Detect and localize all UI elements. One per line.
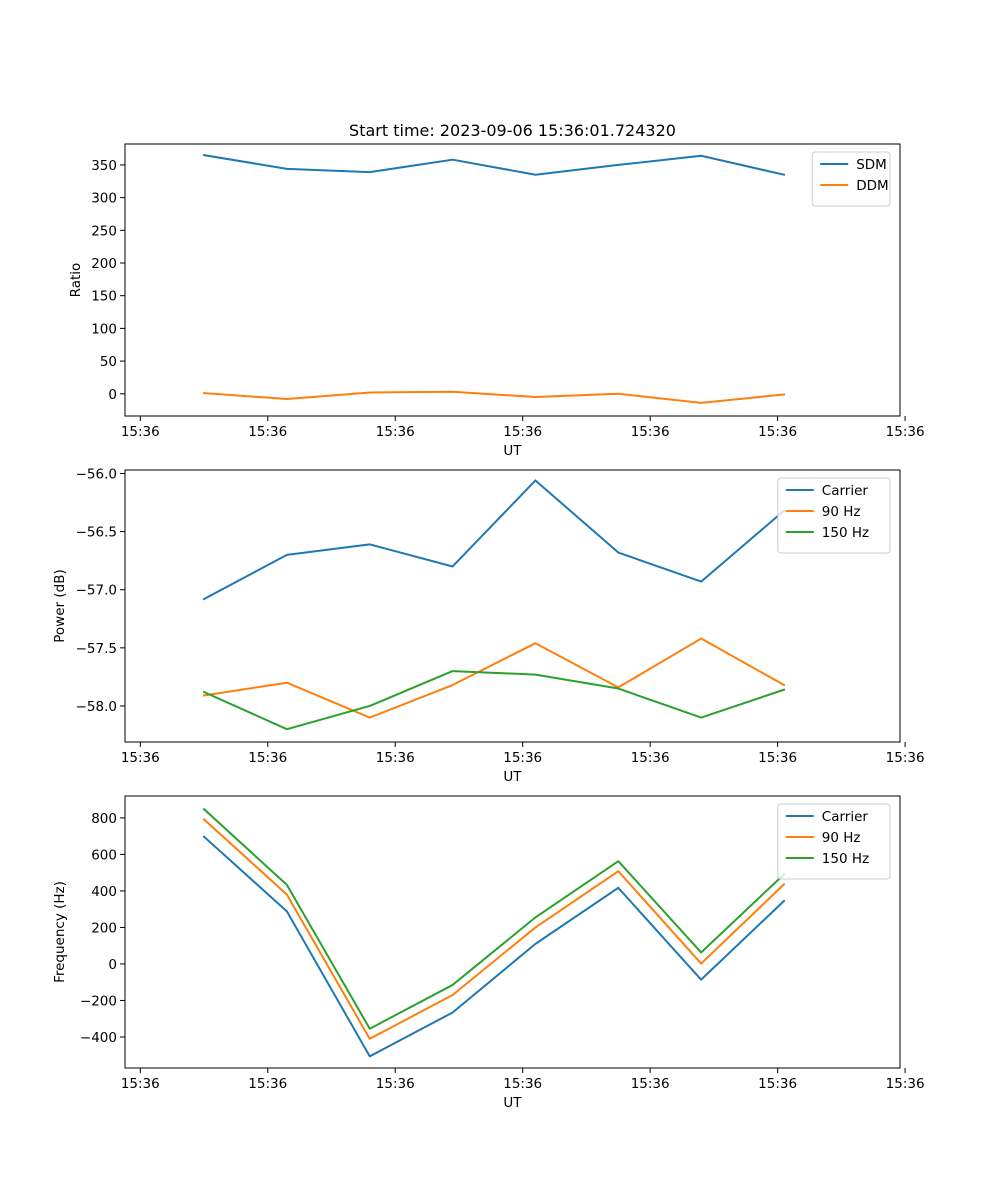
power-legend: Carrier 90 Hz 150 Hz <box>777 477 891 554</box>
ratio-x-tick-label: 15:36 <box>886 424 925 440</box>
power-x-tick-label: 15:36 <box>503 750 542 766</box>
frequency-x-tick-label: 15:36 <box>758 1076 797 1092</box>
ratio-line-ddm <box>202 390 786 404</box>
ratio-y-tick-label: 0 <box>108 387 117 403</box>
frequency-axes-frame <box>124 795 901 1069</box>
frequency-y-tick-label: −200 <box>80 993 117 1009</box>
ratio-x-tick-label: 15:36 <box>121 424 160 440</box>
ratio-y-tick-label: 50 <box>100 354 117 370</box>
power-y-tick-label: −58.0 <box>76 699 117 715</box>
ratio-x-tick-label: 15:36 <box>503 424 542 440</box>
power-x-tick-label: 15:36 <box>248 750 287 766</box>
ratio-y-axis-label: Ratio <box>68 263 84 298</box>
ratio-y-tick-label: 100 <box>91 321 117 337</box>
power-x-tick-label: 15:36 <box>631 750 670 766</box>
ratio-y-tick-label: 300 <box>91 191 117 207</box>
frequency-y-tick-label: 400 <box>91 884 117 900</box>
power-panel: 15:3615:3615:3615:3615:3615:3615:3615:37… <box>52 466 925 785</box>
frequency-panel: 15:3615:3615:3615:3615:3615:3615:3615:37… <box>52 795 925 1111</box>
ratio-panel: 15:3615:3615:3615:3615:3615:3615:3615:37… <box>68 143 925 459</box>
power-x-tick-label: 15:36 <box>758 750 797 766</box>
frequency-x-tick-label: 15:36 <box>503 1076 542 1092</box>
ratio-y-tick-label: 200 <box>91 256 117 272</box>
frequency-x-tick-label: 15:36 <box>248 1076 287 1092</box>
frequency-legend-label-90-hz: 90 Hz <box>822 830 861 846</box>
ratio-x-tick-label: 15:36 <box>758 424 797 440</box>
power-legend-label-90-hz: 90 Hz <box>822 504 861 520</box>
frequency-y-axis-label: Frequency (Hz) <box>52 881 68 983</box>
power-y-axis-label: Power (dB) <box>52 569 68 642</box>
frequency-line-90-hz <box>202 817 786 1040</box>
figure-title: Start time: 2023-09-06 15:36:01.724320 <box>349 121 676 140</box>
ratio-y-tick-label: 150 <box>91 289 117 305</box>
ratio-y-tick-label: 250 <box>91 223 117 239</box>
power-axes-frame <box>124 469 901 743</box>
ratio-x-tick-label: 15:36 <box>248 424 287 440</box>
frequency-legend: Carrier 90 Hz 150 Hz <box>777 803 891 880</box>
ratio-legend-label-sdm: SDM <box>856 157 887 173</box>
frequency-y-tick-label: 800 <box>91 811 117 827</box>
power-y-tick-label: −57.0 <box>76 583 117 599</box>
power-line-150-hz <box>202 670 786 731</box>
frequency-x-axis-label: UT <box>503 1095 522 1111</box>
frequency-y-tick-label: −400 <box>80 1030 117 1046</box>
frequency-y-tick-label: 200 <box>91 920 117 936</box>
power-line-carrier <box>202 479 786 601</box>
frequency-legend-label-carrier: Carrier <box>822 809 869 825</box>
frequency-legend-box <box>777 803 891 880</box>
subplots: 15:3615:3615:3615:3615:3615:3615:3615:37… <box>52 143 925 1111</box>
frequency-line-carrier <box>202 835 786 1058</box>
power-y-tick-label: −56.0 <box>76 466 117 482</box>
ratio-line-sdm <box>202 153 786 176</box>
ratio-legend-box <box>811 151 891 207</box>
ratio-legend: SDM DDM <box>811 151 891 207</box>
frequency-legend-label-150-hz: 150 Hz <box>822 851 869 867</box>
frequency-x-tick-label: 15:36 <box>121 1076 160 1092</box>
frequency-line-150-hz <box>202 807 786 1030</box>
power-line-90-hz <box>202 637 786 719</box>
frequency-x-tick-label: 15:36 <box>631 1076 670 1092</box>
power-x-tick-label: 15:36 <box>886 750 925 766</box>
power-legend-label-carrier: Carrier <box>822 483 869 499</box>
frequency-x-tick-label: 15:36 <box>886 1076 925 1092</box>
frequency-y-tick-label: 600 <box>91 847 117 863</box>
ratio-y-tick-label: 350 <box>91 158 117 174</box>
power-legend-label-150-hz: 150 Hz <box>822 525 869 541</box>
ratio-axes-frame <box>124 143 901 417</box>
power-y-tick-label: −56.5 <box>76 525 117 541</box>
frequency-y-tick-label: 0 <box>108 957 117 973</box>
power-x-tick-label: 15:36 <box>121 750 160 766</box>
ratio-x-tick-label: 15:36 <box>631 424 670 440</box>
ratio-x-axis-label: UT <box>503 443 522 459</box>
ratio-legend-label-ddm: DDM <box>856 178 888 194</box>
ratio-x-tick-label: 15:36 <box>376 424 415 440</box>
power-y-tick-label: −57.5 <box>76 641 117 657</box>
power-x-axis-label: UT <box>503 769 522 785</box>
frequency-x-tick-label: 15:36 <box>376 1076 415 1092</box>
power-x-tick-label: 15:36 <box>376 750 415 766</box>
power-legend-box <box>777 477 891 554</box>
